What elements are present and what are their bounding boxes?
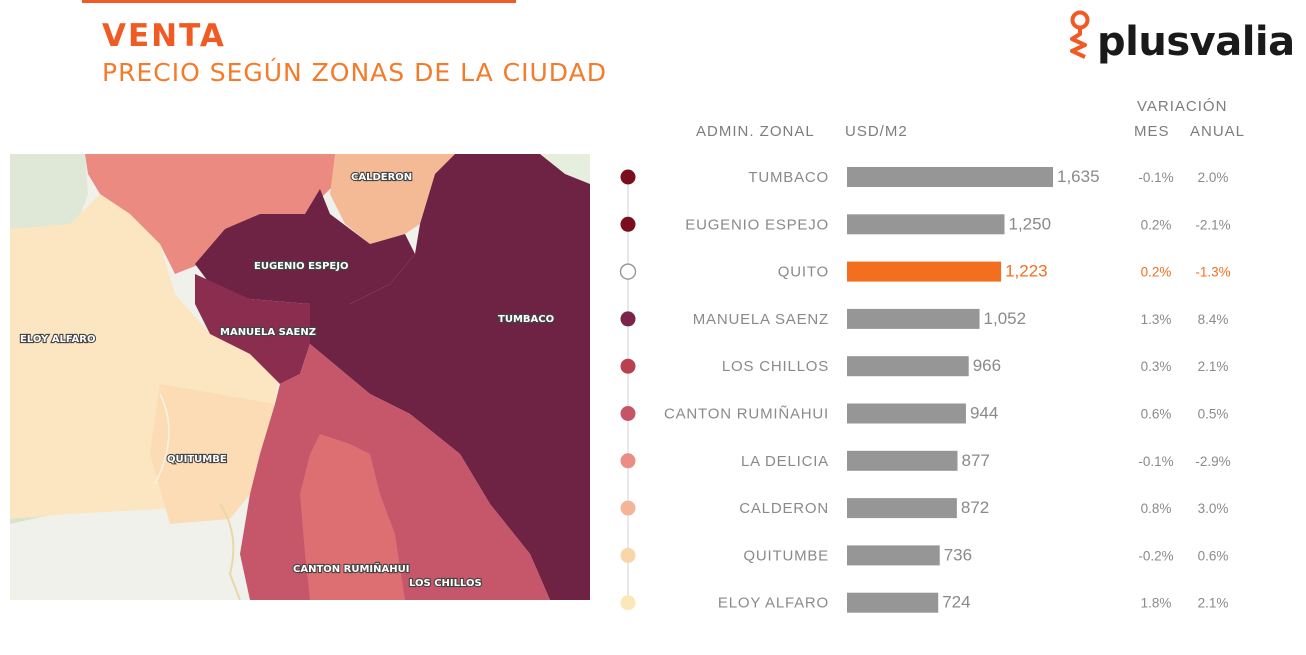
- dot-quito: [619, 263, 637, 280]
- variation-annual: -2.9%: [1195, 454, 1230, 469]
- value-label: 724: [942, 593, 970, 612]
- bar: [847, 261, 1002, 282]
- variation-month: -0.1%: [1138, 170, 1173, 185]
- bar: [847, 450, 958, 471]
- plusvalia-logo: plusvalia: [1066, 10, 1295, 72]
- map-label-quitumbe: QUITUMBE: [167, 454, 227, 465]
- zone-label: ELOY ALFARO: [718, 595, 829, 612]
- variation-annual: -2.1%: [1195, 217, 1230, 232]
- bar: [847, 498, 957, 519]
- variation-annual: 0.5%: [1198, 407, 1229, 422]
- bar: [847, 214, 1005, 235]
- map-label-canton-ruminahui: CANTON RUMIÑAHUI: [293, 562, 409, 575]
- zone-label: QUITUMBE: [743, 547, 829, 564]
- value-label: 944: [970, 404, 998, 423]
- dot-los-chillos: [620, 358, 636, 374]
- value-label: 736: [944, 545, 972, 564]
- key-icon: [1070, 10, 1090, 59]
- dot-tumbaco: [620, 169, 636, 185]
- map-label-calderon: CALDERON: [351, 172, 412, 183]
- header-annual: ANUAL: [1190, 123, 1246, 140]
- bar: [847, 308, 980, 329]
- map-label-eloy-alfaro: ELOY ALFARO: [20, 334, 95, 345]
- zone-label: MANUELA SAENZ: [693, 311, 829, 328]
- page-title: VENTA: [102, 18, 226, 54]
- header-zone: ADMIN. ZONAL: [696, 123, 815, 140]
- value-label: 966: [973, 356, 1001, 375]
- map-label-los-chillos: LOS CHILLOS: [409, 578, 482, 589]
- zone-label: LA DELICIA: [741, 453, 829, 470]
- zone-label: EUGENIO ESPEJO: [685, 216, 829, 233]
- bar: [847, 403, 966, 424]
- map-label-tumbaco: TUMBACO: [498, 314, 554, 325]
- variation-month: 0.6%: [1141, 407, 1172, 422]
- page-subtitle: PRECIO SEGÚN ZONAS DE LA CIUDAD: [102, 58, 607, 87]
- variation-month: 0.2%: [1141, 217, 1172, 232]
- variation-month: -0.1%: [1138, 454, 1173, 469]
- variation-annual: 0.6%: [1198, 548, 1229, 563]
- variation-annual: 2.1%: [1198, 359, 1229, 374]
- bar: [847, 356, 969, 377]
- value-label: 1,052: [984, 309, 1027, 328]
- variation-annual: 2.0%: [1198, 170, 1229, 185]
- dot-manuela-saenz: [620, 311, 636, 327]
- bar: [847, 167, 1053, 187]
- variation-month: 0.3%: [1141, 359, 1172, 374]
- header-month: MES: [1134, 123, 1170, 140]
- zone-label: CALDERON: [739, 500, 829, 517]
- variation-annual: -1.3%: [1195, 265, 1230, 280]
- variation-month: 0.8%: [1141, 501, 1172, 516]
- top-accent-line: [82, 0, 516, 3]
- dot-canton-rumiñahui: [620, 406, 636, 421]
- variation-month: 1.3%: [1141, 312, 1172, 327]
- dot-la-delicia: [620, 453, 636, 469]
- map-label-eugenio-espejo: EUGENIO ESPEJO: [254, 261, 348, 272]
- bar: [847, 592, 939, 613]
- zone-map: CALDERON EUGENIO ESPEJO ELOY ALFARO MANU…: [10, 154, 590, 600]
- logo-text: plusvalia: [1097, 19, 1295, 65]
- dot-eloy-alfaro: [620, 595, 636, 611]
- variation-month: 0.2%: [1141, 265, 1172, 280]
- variation-annual: 3.0%: [1198, 501, 1229, 516]
- variation-annual: 8.4%: [1198, 312, 1229, 327]
- value-label: 1,250: [1008, 214, 1051, 233]
- value-label: 872: [961, 498, 989, 517]
- zone-label: CANTON RUMIÑAHUI: [664, 406, 829, 423]
- dot-eugenio-espejo: [620, 216, 636, 232]
- variation-annual: 2.1%: [1198, 596, 1229, 611]
- header-variation: VARIACIÓN: [1137, 98, 1228, 115]
- zone-label: TUMBACO: [748, 169, 829, 186]
- variation-month: -0.2%: [1138, 548, 1173, 563]
- variation-month: 1.8%: [1141, 596, 1172, 611]
- dot-quitumbe: [620, 547, 636, 563]
- zone-label: LOS CHILLOS: [722, 358, 829, 375]
- dot-calderon: [620, 500, 636, 516]
- value-label: 1,223: [1005, 262, 1048, 281]
- value-label: 877: [961, 451, 989, 470]
- zone-label: QUITO: [778, 264, 829, 281]
- header-price: USD/M2: [845, 123, 908, 140]
- map-label-manuela-saenz: MANUELA SAENZ: [220, 327, 316, 338]
- bar: [847, 545, 940, 566]
- value-label: 1,635: [1057, 167, 1100, 186]
